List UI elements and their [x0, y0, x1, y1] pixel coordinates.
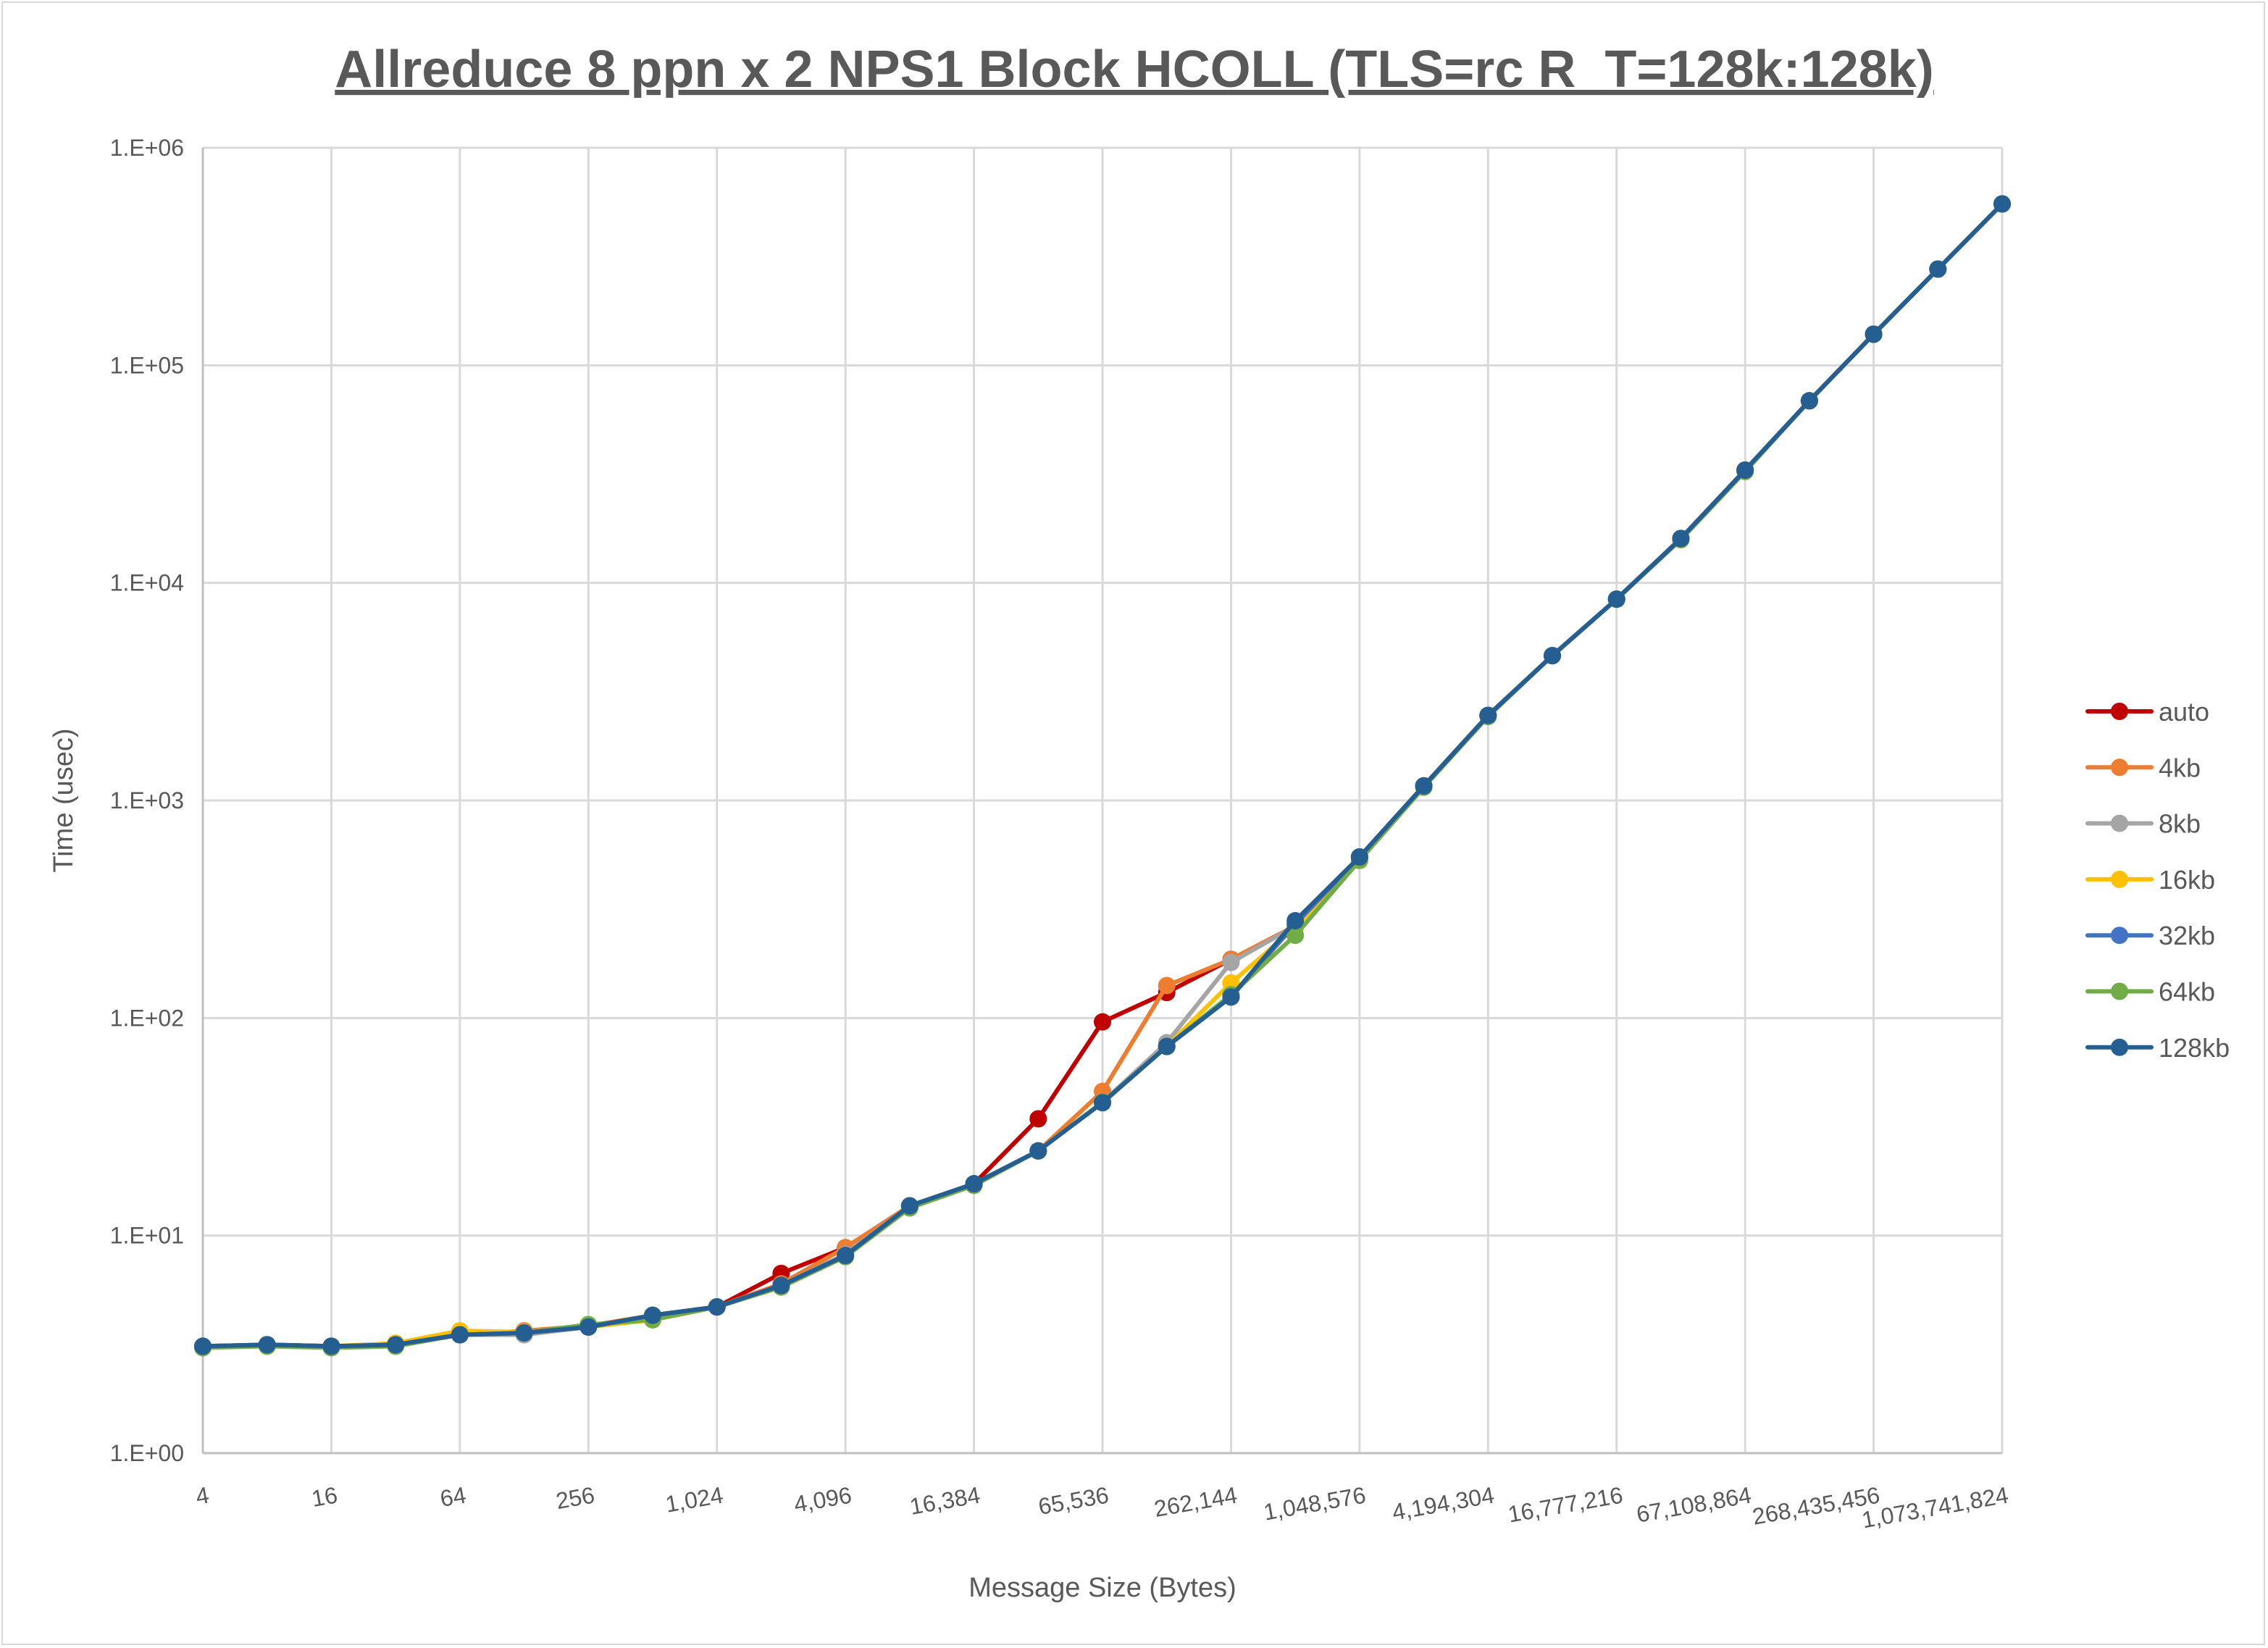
legend-entry-64kb: 64kb: [2085, 977, 2215, 1007]
data-point-128kb: [1929, 260, 1947, 278]
legend-label: 128kb: [2159, 1033, 2230, 1063]
x-tick-label: 1,048,576: [1262, 1481, 1368, 1525]
data-point-4kb: [1158, 976, 1176, 995]
x-tick-label: 4,194,304: [1390, 1481, 1496, 1525]
legend-entry-auto: auto: [2085, 697, 2209, 727]
y-tick-label: 1.E+02: [110, 1005, 184, 1031]
series-group: [194, 195, 2011, 1357]
gridlines: [201, 146, 2004, 1455]
y-tick-label: 1.E+06: [110, 135, 184, 161]
data-point-128kb: [1286, 912, 1305, 930]
y-tick-label: 1.E+00: [110, 1440, 184, 1466]
data-point-128kb: [772, 1276, 790, 1294]
legend-entry-8kb: 8kb: [2085, 809, 2201, 839]
x-tick-label: 16,777,216: [1506, 1481, 1625, 1527]
data-point-128kb: [1736, 461, 1754, 479]
tick-labels: 1.E+00 1.E+01 1.E+02 1.E+03 1.E+04 1.E+05 1.E+…: [110, 135, 2011, 1533]
x-tick-label: 64: [438, 1481, 468, 1512]
legend-entry-4kb: 4kb: [2085, 753, 2201, 782]
legend-marker-auto: [2111, 703, 2128, 720]
chart-title: Allreduce 8 ppn x 2 NPS1 Block HCOLL (TL…: [335, 41, 1933, 99]
data-point-128kb: [708, 1298, 726, 1316]
legend-marker-8kb: [2111, 814, 2128, 832]
data-point-128kb: [387, 1336, 405, 1354]
data-point-128kb: [258, 1336, 276, 1354]
data-point-128kb: [1158, 1037, 1176, 1055]
legend-entry-128kb: 128kb: [2085, 1033, 2230, 1063]
x-tick-label: 4,096: [792, 1481, 853, 1517]
x-tick-label: 16,384: [908, 1481, 982, 1519]
data-point-128kb: [322, 1337, 340, 1355]
legend-entry-16kb: 16kb: [2085, 865, 2215, 895]
data-point-128kb: [1094, 1094, 1111, 1112]
legend-label: 16kb: [2159, 865, 2215, 895]
data-point-128kb: [1029, 1142, 1047, 1160]
legend: auto 4kb 8kb 16kb 32kb 64kb 128kb: [2085, 697, 2230, 1063]
x-tick-label: 1,073,741,824: [1859, 1481, 2010, 1533]
x-tick-label: 4: [193, 1481, 211, 1510]
legend-marker-64kb: [2111, 982, 2128, 1000]
legend-label: 4kb: [2159, 753, 2201, 782]
y-tick-label: 1.E+01: [110, 1223, 184, 1249]
data-point-128kb: [1222, 988, 1240, 1006]
data-point-128kb: [1993, 195, 2011, 213]
x-tick-label: 65,536: [1037, 1481, 1111, 1519]
data-point-128kb: [1800, 392, 1818, 410]
data-point-128kb: [1415, 777, 1433, 795]
legend-entry-32kb: 32kb: [2085, 921, 2215, 950]
data-point-128kb: [1350, 848, 1368, 866]
x-tick-label: 67,108,864: [1634, 1481, 1753, 1527]
legend-label: 32kb: [2159, 921, 2215, 950]
data-point-128kb: [1544, 647, 1561, 665]
legend-marker-4kb: [2111, 758, 2128, 777]
y-tick-label: 1.E+04: [110, 570, 184, 596]
data-point-128kb: [1865, 325, 1883, 343]
legend-marker-32kb: [2111, 927, 2128, 945]
data-point-128kb: [515, 1324, 533, 1342]
data-point-128kb: [837, 1247, 855, 1265]
y-tick-label: 1.E+05: [110, 352, 184, 378]
data-point-8kb: [1222, 953, 1240, 971]
legend-marker-128kb: [2111, 1038, 2128, 1056]
x-axis-label: Message Size (Bytes): [968, 1573, 1236, 1603]
y-axis-label: Time (usec): [49, 728, 79, 872]
data-point-64kb: [1286, 927, 1305, 945]
x-tick-label: 16: [309, 1481, 339, 1512]
x-tick-label: 256: [554, 1481, 597, 1514]
data-point-128kb: [1607, 590, 1625, 608]
y-tick-label: 1.E+03: [110, 787, 184, 813]
legend-label: 64kb: [2159, 977, 2215, 1007]
data-point-auto: [1029, 1110, 1047, 1128]
data-point-auto: [1094, 1013, 1111, 1031]
data-point-128kb: [451, 1326, 469, 1344]
series-128kb: [194, 195, 2011, 1355]
data-point-128kb: [194, 1337, 212, 1355]
legend-marker-16kb: [2111, 870, 2128, 888]
x-tick-label: 262,144: [1152, 1481, 1239, 1522]
data-point-128kb: [1479, 706, 1497, 724]
legend-label: auto: [2159, 697, 2209, 727]
data-point-128kb: [579, 1318, 598, 1336]
data-point-128kb: [900, 1197, 919, 1215]
data-point-128kb: [965, 1175, 983, 1193]
data-point-128kb: [644, 1306, 661, 1324]
data-point-128kb: [1672, 530, 1690, 548]
legend-label: 8kb: [2159, 809, 2201, 839]
x-tick-label: 1,024: [664, 1481, 725, 1517]
